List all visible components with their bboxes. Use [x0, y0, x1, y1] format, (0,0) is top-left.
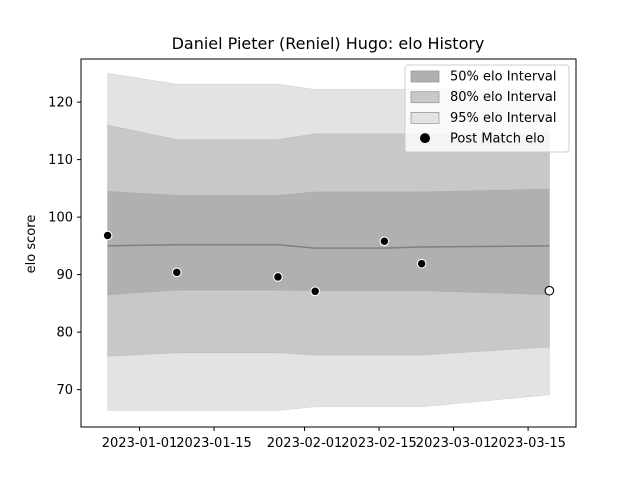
y-tick-label: 120 [48, 96, 73, 111]
legend-swatch [410, 112, 440, 124]
band-50pct [107, 188, 550, 296]
legend-label: 50% elo Interval [450, 70, 557, 85]
chart-title: Daniel Pieter (Reniel) Hugo: elo History [172, 34, 485, 53]
legend-label: 95% elo Interval [450, 111, 557, 126]
axes-frame [80, 58, 577, 428]
data-point [379, 236, 390, 247]
y-tick-label: 80 [56, 326, 73, 341]
x-tick-label: 2023-02-15 [341, 436, 417, 451]
data-point [310, 286, 321, 297]
median-line [107, 243, 550, 249]
y-tick-label: 110 [48, 153, 73, 168]
y-tick-label: 90 [56, 268, 73, 283]
x-tick-label: 2023-01-15 [176, 436, 252, 451]
y-tick-label: 70 [56, 383, 73, 398]
data-point [171, 267, 182, 278]
legend-label: Post Match elo [450, 132, 545, 147]
legend: 50% elo Interval 80% elo Interval 95% elo … [404, 64, 570, 153]
legend-swatch [410, 70, 440, 83]
data-point [416, 258, 427, 269]
data-point [102, 230, 113, 241]
legend-point-marker [420, 133, 430, 144]
y-tick-label: 100 [48, 211, 73, 226]
x-tick-label: 2023-01-01 [102, 436, 178, 451]
legend-box [404, 64, 570, 153]
data-point [544, 285, 555, 296]
legend-swatch [410, 91, 440, 104]
data-point [273, 272, 283, 282]
y-axis-label: elo score [24, 215, 39, 274]
x-tick-label: 2023-02-01 [267, 436, 343, 451]
plot-area [102, 73, 555, 411]
x-tick-label: 2023-03-15 [490, 436, 566, 451]
legend-label: 80% elo Interval [450, 90, 557, 105]
x-tick-label: 2023-03-01 [416, 436, 492, 451]
